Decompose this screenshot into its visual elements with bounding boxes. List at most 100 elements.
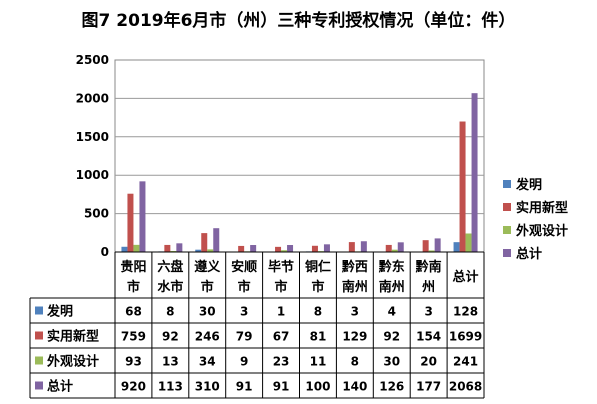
y-tick-label: 2500: [76, 53, 109, 67]
plot-area: [114, 59, 485, 253]
table-cell: 68: [125, 305, 142, 319]
bar: [287, 245, 294, 252]
category-label: 六盘: [157, 259, 183, 275]
legend-key: [503, 249, 511, 257]
category-label: 市: [311, 279, 324, 295]
table-row-header: 外观设计: [46, 354, 99, 370]
category-label: 总计: [453, 269, 479, 285]
table-cell: 1: [277, 305, 285, 319]
bar: [422, 240, 429, 252]
category-label: 州: [421, 280, 435, 295]
table-cell: 79: [236, 330, 253, 344]
chart-title: 图7 2019年6月市（州）三种专利授权情况（单位：件）: [81, 11, 516, 31]
table-row-header: 总计: [47, 379, 73, 395]
bar: [139, 181, 146, 252]
bar: [250, 245, 257, 252]
table-cell: 129: [342, 330, 367, 344]
table-cell: 140: [342, 380, 367, 394]
category-label: 市: [275, 279, 288, 295]
bar: [428, 250, 435, 252]
bar: [201, 233, 208, 252]
table-cell: 8: [314, 305, 322, 319]
bar: [127, 193, 134, 252]
bar: [207, 249, 214, 252]
legend-key: [503, 226, 511, 234]
y-tick-label: 0: [101, 245, 109, 259]
table-cell: 3: [424, 305, 432, 319]
category-label: 安顺: [231, 259, 257, 275]
y-tick-label: 1500: [76, 130, 109, 144]
legend-key: [503, 180, 511, 188]
table-cell: 91: [236, 380, 253, 394]
table-cell: 2068: [449, 380, 482, 394]
table-legend-key: [35, 356, 43, 365]
table-legend-key: [35, 331, 43, 340]
legend-label: 总计: [516, 246, 542, 262]
category-label: 黔西: [342, 259, 368, 275]
category-label: 市: [238, 279, 251, 295]
bar: [348, 242, 355, 252]
category-label: 黔南: [416, 259, 442, 275]
bar: [176, 243, 183, 252]
category-label: 市: [127, 279, 140, 295]
bar: [323, 244, 330, 252]
bar: [465, 233, 472, 252]
bar: [391, 249, 398, 252]
category-label: 南州: [342, 279, 368, 295]
legend-label: 外观设计: [515, 223, 568, 239]
table-cell: 23: [273, 355, 290, 369]
table-cell: 4: [388, 305, 396, 319]
table-cell: 81: [310, 330, 327, 344]
table-cell: 30: [383, 355, 400, 369]
table-cell: 3: [240, 305, 248, 319]
table-cell: 20: [420, 355, 437, 369]
bar: [164, 244, 171, 252]
table-cell: 246: [195, 330, 220, 344]
table-cell: 8: [351, 355, 359, 369]
table-cell: 126: [379, 380, 404, 394]
table-cell: 113: [158, 380, 183, 394]
bar: [471, 93, 478, 252]
table-legend-key: [35, 306, 43, 315]
category-label: 铜仁: [304, 259, 331, 275]
bar: [275, 246, 282, 252]
bar: [195, 249, 202, 252]
table-cell: 93: [125, 355, 142, 369]
table-cell: 9: [240, 355, 248, 369]
category-label: 市: [201, 279, 214, 295]
table-cell: 241: [453, 355, 478, 369]
table-cell: 310: [195, 380, 220, 394]
table-cell: 30: [199, 305, 216, 319]
category-label: 南州: [379, 279, 405, 295]
table-cell: 759: [121, 330, 146, 344]
bar: [360, 241, 367, 252]
category-label: 贵阳: [120, 259, 146, 275]
bar: [385, 244, 392, 252]
category-label: 毕节: [268, 259, 294, 275]
table-cell: 11: [310, 355, 327, 369]
table-cell: 92: [383, 330, 400, 344]
bar: [133, 244, 140, 252]
bar: [453, 242, 460, 252]
table-cell: 8: [166, 305, 174, 319]
table-cell: 920: [121, 380, 146, 394]
category-label: 水市: [157, 279, 183, 295]
bar: [311, 245, 318, 252]
bar: [121, 246, 128, 252]
table-cell: 91: [273, 380, 290, 394]
bar: [434, 238, 441, 252]
table-row-header: 发明: [46, 304, 73, 320]
y-tick-label: 2000: [76, 91, 109, 105]
bar: [238, 245, 245, 252]
table-cell: 154: [416, 330, 441, 344]
bar: [281, 250, 288, 252]
table-cell: 1699: [449, 330, 482, 344]
legend-label: 发明: [515, 177, 542, 193]
category-label: 黔东: [379, 259, 405, 275]
table-cell: 13: [162, 355, 179, 369]
table-cell: 67: [273, 330, 290, 344]
table-cell: 92: [162, 330, 179, 344]
bar: [459, 121, 466, 252]
